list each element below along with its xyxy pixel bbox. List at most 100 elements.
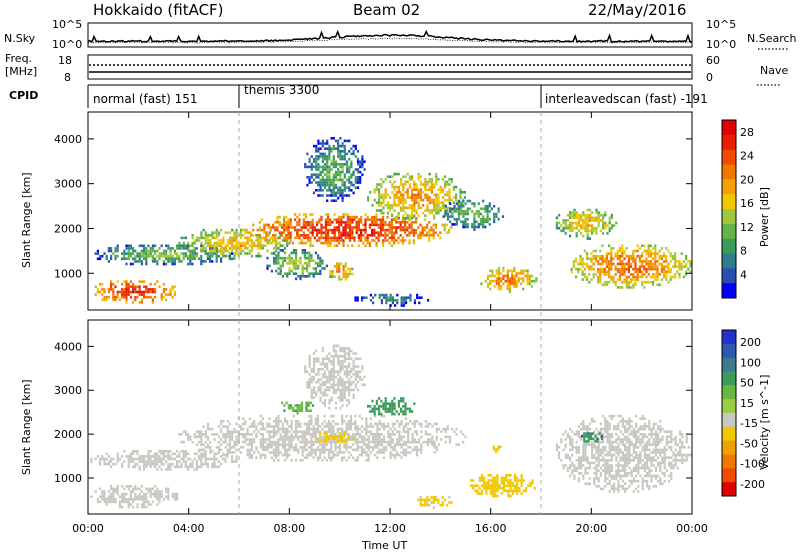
data-cell [417, 214, 420, 217]
data-cell [259, 422, 262, 426]
data-cell [671, 254, 674, 258]
data-cell [602, 221, 605, 225]
data-cell [283, 459, 287, 462]
data-cell [123, 495, 126, 498]
data-cell [228, 438, 232, 441]
data-cell [158, 500, 161, 504]
data-cell [217, 249, 221, 253]
data-cell [244, 433, 247, 436]
data-cell [371, 448, 375, 452]
data-cell [493, 279, 496, 283]
data-cell [663, 260, 666, 263]
data-cell [204, 260, 207, 263]
data-cell [440, 438, 443, 441]
data-cell [614, 273, 617, 276]
data-cell [323, 420, 326, 423]
data-cell [367, 196, 370, 199]
data-cell [321, 360, 324, 363]
data-cell [158, 455, 161, 458]
data-cell [321, 438, 324, 441]
data-cell [641, 280, 644, 284]
data-cell [502, 282, 505, 286]
data-cell [404, 226, 407, 229]
data-cell [283, 443, 287, 446]
data-cell [270, 430, 273, 433]
data-cell [317, 168, 320, 171]
data-cell [200, 241, 203, 245]
data-cell [386, 228, 389, 232]
data-cell [341, 155, 344, 158]
data-cell [605, 260, 608, 263]
data-cell [235, 448, 238, 452]
data-cell [665, 247, 668, 250]
data-cell [386, 211, 389, 215]
data-cell [431, 440, 434, 444]
data-cell [671, 257, 674, 261]
data-cell [167, 455, 170, 458]
data-cell [608, 229, 611, 233]
data-cell [395, 221, 398, 224]
data-cell [222, 239, 225, 242]
data-cell [330, 438, 333, 441]
data-cell [292, 414, 295, 418]
data-cell [391, 175, 394, 178]
data-cell [509, 481, 512, 485]
data-cell [239, 252, 243, 255]
data-cell [426, 231, 429, 234]
data-cell [344, 223, 347, 227]
data-cell [588, 208, 591, 212]
data-cell [206, 241, 210, 245]
data-cell [352, 173, 355, 176]
data-cell [173, 293, 176, 296]
data-cell [349, 239, 352, 242]
data-cell [350, 380, 353, 384]
data-cell [123, 295, 126, 299]
data-cell [608, 216, 611, 220]
data-cell [621, 260, 624, 263]
data-cell [325, 425, 328, 428]
data-cell [669, 267, 672, 271]
data-cell [213, 241, 216, 245]
data-cell [343, 438, 346, 441]
y-tick-label: 2000 [54, 222, 82, 235]
data-cell [357, 228, 360, 232]
data-cell [302, 236, 305, 240]
data-cell [303, 435, 306, 439]
colorbar-tick-label: 16 [740, 197, 754, 210]
data-cell [571, 216, 574, 220]
data-cell [395, 231, 398, 234]
data-cell [305, 406, 308, 410]
data-cell [176, 495, 179, 498]
data-cell [316, 221, 319, 224]
data-cell [397, 221, 400, 224]
data-cell [435, 430, 438, 433]
data-cell [237, 244, 240, 247]
data-cell [437, 211, 440, 215]
data-cell [145, 492, 148, 496]
data-cell [391, 433, 394, 436]
data-cell [337, 142, 340, 145]
data-cell [328, 157, 331, 161]
data-cell [555, 224, 558, 227]
data-cell [406, 206, 409, 210]
data-cell [345, 194, 349, 197]
data-cell [193, 254, 196, 258]
data-cell [171, 457, 174, 461]
data-cell [290, 443, 293, 446]
data-cell [136, 503, 139, 506]
data-cell [308, 262, 311, 265]
data-cell [389, 296, 392, 299]
data-cell [266, 422, 269, 426]
data-cell [356, 160, 360, 163]
data-cell [357, 236, 360, 240]
data-cell [353, 226, 356, 229]
data-cell [125, 257, 128, 261]
data-cell [340, 434, 344, 438]
data-cell [311, 234, 314, 237]
data-cell [685, 273, 688, 276]
data-cell [187, 254, 190, 258]
data-cell [343, 357, 346, 361]
data-cell [127, 457, 130, 461]
data-cell [349, 226, 352, 229]
data-cell [327, 215, 330, 219]
